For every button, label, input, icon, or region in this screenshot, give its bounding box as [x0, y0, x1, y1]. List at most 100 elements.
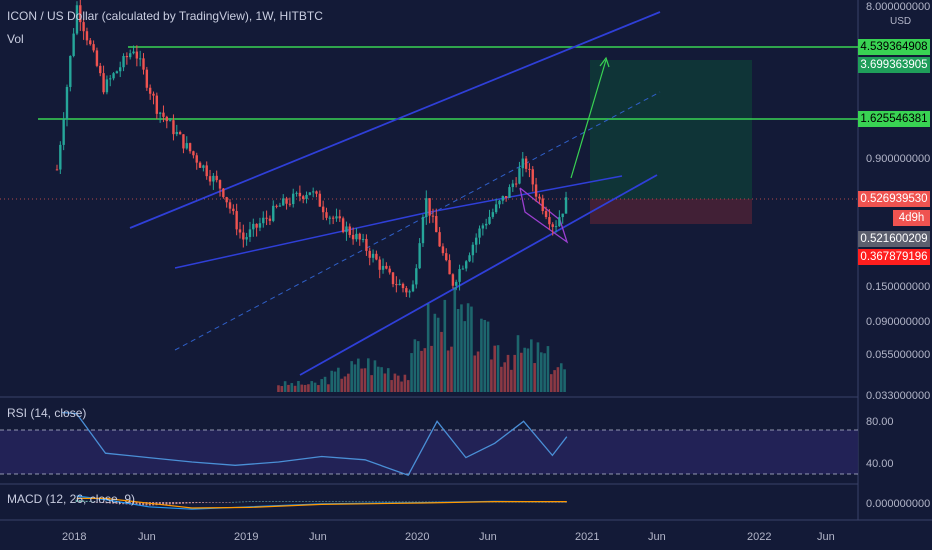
volume-bar — [476, 351, 480, 392]
candle-body — [431, 215, 435, 217]
volume-label[interactable]: Vol — [7, 32, 24, 46]
candle-body — [504, 196, 508, 198]
candle-body — [521, 158, 524, 169]
macd-histogram-bar — [112, 502, 115, 504]
candle-body — [391, 272, 395, 285]
candle-body — [428, 198, 431, 216]
candle-body — [242, 232, 245, 240]
volume-bar — [563, 369, 566, 392]
volume-bar — [300, 384, 304, 392]
volume-bar — [303, 384, 307, 392]
macd-histogram-bar — [251, 501, 254, 502]
projection-arrow[interactable] — [570, 59, 607, 179]
volume-bar — [513, 354, 516, 392]
volume-bar — [380, 367, 383, 392]
macd-histogram-bar — [75, 499, 78, 502]
loss-zone[interactable] — [590, 199, 752, 224]
candle-body — [72, 33, 75, 56]
rsi-tick: 40.00 — [866, 458, 894, 470]
level-badge-1: 4.539364908 — [858, 39, 930, 55]
last-price-badge: 0.526939530 — [858, 191, 930, 207]
candle-body — [245, 237, 248, 240]
macd-histogram-bar — [345, 501, 348, 503]
macd-histogram-bar — [544, 502, 547, 503]
symbol-title[interactable]: ICON / US Dollar (calculated by TradingV… — [7, 9, 323, 23]
macd-histogram-bar — [321, 501, 324, 503]
volume-bar — [433, 313, 437, 392]
macd-histogram-bar — [192, 502, 195, 504]
rsi-line[interactable] — [62, 411, 568, 477]
candle-body — [341, 218, 345, 233]
volume-bar — [466, 303, 470, 392]
candle-body — [178, 131, 182, 135]
candle-body — [185, 143, 188, 149]
time-tick: Jun — [648, 531, 666, 543]
rsi-label[interactable]: RSI (14, close) — [7, 406, 87, 420]
candle-body — [455, 281, 458, 286]
time-tick: 2020 — [405, 531, 429, 543]
candle-body — [102, 73, 105, 93]
macd-histogram-bar — [281, 501, 284, 502]
macd-histogram-bar — [531, 501, 534, 503]
candle-body — [95, 50, 99, 66]
candle-body — [564, 197, 568, 214]
volume-bar — [500, 366, 503, 392]
volume-bar — [310, 381, 314, 392]
macd-tick: 0.000000000 — [866, 498, 930, 510]
candle-body — [301, 196, 305, 199]
mid-price-badge: 0.521600209 — [858, 231, 930, 247]
macd-histogram-bar — [175, 502, 178, 505]
channel-mid-line[interactable] — [174, 91, 661, 351]
stop-badge: 0.367879196 — [858, 249, 930, 265]
profit-zone[interactable] — [590, 60, 752, 199]
candle-body — [514, 183, 518, 185]
volume-bar — [523, 347, 526, 392]
volume-bar — [490, 359, 493, 392]
support-trend-line[interactable] — [299, 174, 658, 376]
macd-histogram-bar — [258, 501, 261, 502]
macd-histogram-bar — [118, 502, 121, 504]
volume-bar — [277, 385, 280, 392]
macd-histogram-bar — [222, 502, 225, 503]
candle-body — [238, 229, 242, 233]
volume-bar — [313, 382, 317, 392]
candle-body — [498, 200, 501, 205]
volume-bar — [393, 373, 397, 392]
candle-body — [92, 44, 95, 51]
candle-body — [541, 198, 544, 212]
candle-body — [398, 283, 401, 286]
candle-body — [248, 229, 252, 238]
macd-histogram-bar — [331, 501, 334, 503]
macd-histogram-bar — [335, 501, 338, 503]
volume-bar — [363, 368, 367, 392]
macd-histogram-bar — [341, 501, 344, 503]
volume-bar — [480, 318, 483, 392]
macd-histogram-bar — [88, 501, 91, 502]
macd-histogram-bar — [268, 501, 271, 502]
falling-wedge-pattern[interactable] — [519, 187, 569, 244]
volume-bar — [426, 303, 430, 392]
candle-body — [148, 87, 152, 94]
macd-histogram-bar — [391, 501, 394, 503]
channel-upper-line[interactable] — [129, 11, 661, 229]
candle-body — [55, 169, 59, 171]
time-tick: Jun — [309, 531, 327, 543]
volume-bar — [486, 321, 490, 392]
candle-body — [355, 233, 358, 240]
macd-histogram-bar — [158, 502, 161, 505]
channel-lower-line-2[interactable] — [424, 175, 623, 214]
channel-lower-line[interactable] — [174, 212, 426, 269]
macd-signal-line[interactable] — [76, 497, 567, 509]
candle-body — [112, 73, 115, 79]
candle-body — [361, 238, 365, 240]
level-badge-2: 3.699363905 — [858, 57, 930, 73]
macd-label[interactable]: MACD (12, 26, close, 9) — [7, 492, 136, 506]
volume-bar — [436, 317, 440, 392]
candle-body — [508, 187, 511, 198]
volume-bar — [423, 348, 427, 392]
candlesticks[interactable] — [55, 0, 568, 298]
candle-body — [232, 208, 235, 212]
volume-bar — [350, 361, 353, 392]
volume-bar — [280, 386, 284, 392]
